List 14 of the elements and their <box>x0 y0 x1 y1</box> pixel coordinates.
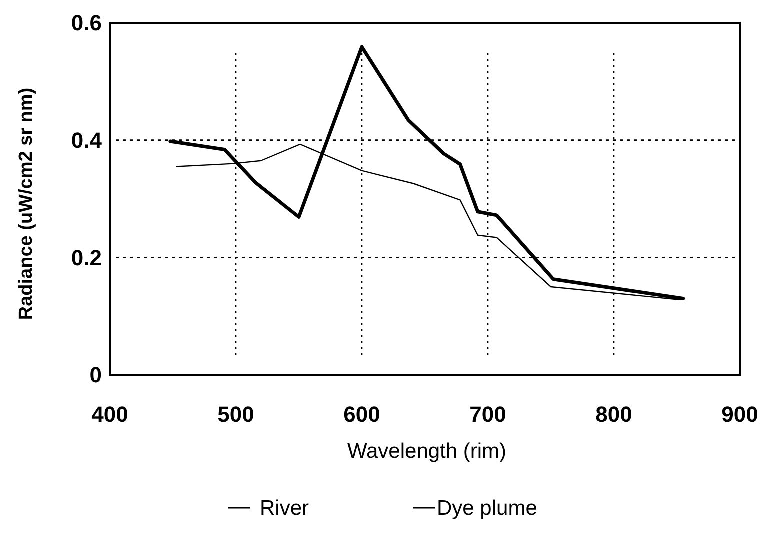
legend-label: River <box>260 497 310 520</box>
x-tick-label: 500 <box>218 402 254 427</box>
x-tick-label: 800 <box>596 402 632 427</box>
y-tick-label: 0.4 <box>71 128 103 154</box>
x-tick-label: 600 <box>344 402 380 427</box>
y-tick-label: 0 <box>90 362 102 388</box>
x-tick-label: 700 <box>470 402 506 427</box>
legend-label: Dye plume <box>437 497 538 520</box>
y-tick-label: 0.2 <box>71 245 102 270</box>
x-tick-label: 900 <box>722 402 758 427</box>
y-tick-label: 0.6 <box>71 10 102 36</box>
x-tick-label: 400 <box>92 402 128 427</box>
y-axis-title: Radiance (uW/cm2 sr nm) <box>16 88 37 320</box>
x-axis-title: Wavelength (rim) <box>347 440 507 463</box>
